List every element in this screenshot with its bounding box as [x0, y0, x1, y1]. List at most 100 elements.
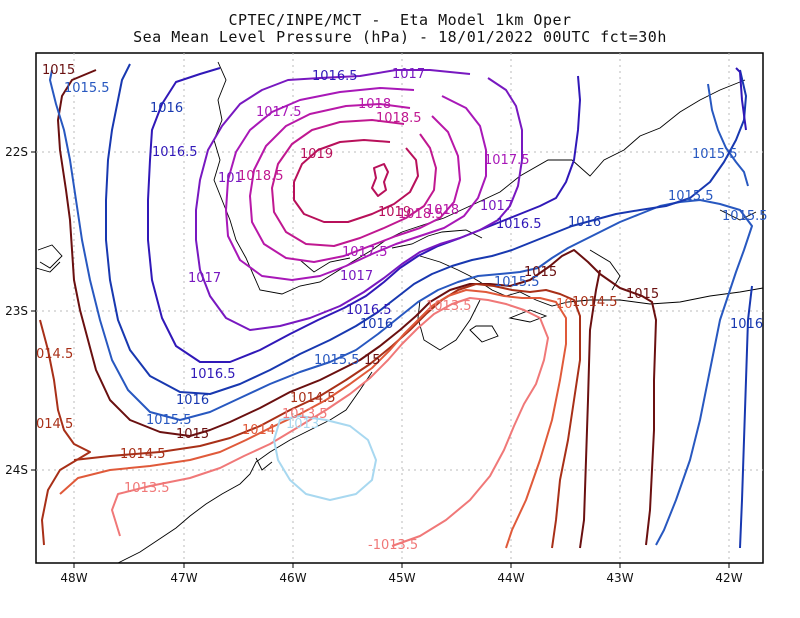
- grid-lines: [36, 53, 763, 563]
- isobar-1013-bubble: [273, 415, 377, 501]
- isobars: [39, 63, 753, 549]
- x-tick-label: 47W: [170, 571, 197, 585]
- isobar-1018-5: [271, 119, 437, 247]
- title-line-2: Sea Mean Level Pressure (hPa) - 18/01/20…: [133, 28, 667, 46]
- isobar-label: 1016: [360, 317, 393, 332]
- isobar-1016-east: [739, 285, 753, 549]
- coastline: [35, 61, 764, 564]
- isobar-label: 1016: [730, 317, 763, 332]
- isobar-1018: [249, 103, 461, 263]
- river-inland: [299, 257, 351, 273]
- isobar-label: 1014.5: [290, 391, 336, 406]
- isobar-1016: [105, 63, 747, 395]
- x-tick-label: 43W: [606, 571, 633, 585]
- isobar-label: 1018.5: [376, 111, 422, 126]
- state-border-north: [213, 61, 746, 295]
- y-tick-label: 23S: [5, 304, 28, 318]
- inland-border: [391, 229, 483, 249]
- isobar-label: -1013.5: [368, 538, 418, 553]
- isobar-label: 1015.5: [494, 275, 540, 290]
- y-tick-label: 22S: [5, 145, 28, 159]
- isobar-label: 1013.5: [124, 481, 170, 496]
- isobar-1019: [293, 139, 419, 223]
- isobar-label: 1013.5: [426, 299, 472, 314]
- coast-sp-inlet: [255, 457, 273, 471]
- isobar-label: 1015.5: [314, 353, 360, 368]
- isobar-1015-5: [49, 69, 753, 546]
- isobar-label: 1016: [568, 215, 601, 230]
- isobar-label: 1013: [286, 417, 319, 432]
- isobar-label: 1015.5: [692, 147, 738, 162]
- isobar-label: 1017: [340, 269, 373, 284]
- isobar-label: 1018: [358, 97, 391, 112]
- isobar-label: 1015.5: [64, 81, 110, 96]
- isobar-label: 1015: [524, 265, 557, 280]
- isobar-label: 1014: [242, 423, 275, 438]
- coast-west-fragment: [37, 244, 63, 269]
- isobar-labels: 1015 1015.5 1016 1016.5 1017 1017 1017.5…: [36, 63, 768, 553]
- isobar-1014: [59, 289, 567, 549]
- isobar-1017-5: [225, 87, 487, 281]
- isobar-label: 1015: [42, 63, 75, 78]
- chart-title: CPTEC/INPE/MCT - Eta Model 1km Oper Sea …: [0, 12, 800, 46]
- isobar-label: 1016: [176, 393, 209, 408]
- isobar-label: 1019: [300, 147, 333, 162]
- coast-sao-paulo: [117, 371, 373, 564]
- coast-bay: [417, 299, 481, 351]
- isobar-label: 014.5: [36, 417, 73, 432]
- isobar-label: 1016.5: [496, 217, 542, 232]
- isobar-label: 1017: [188, 271, 221, 286]
- title-line-1: CPTEC/INPE/MCT - Eta Model 1km Oper: [228, 11, 572, 29]
- isobar-1015-west: [57, 69, 657, 546]
- x-tick-label: 42W: [715, 571, 742, 585]
- x-axis-labels: 48W 47W 46W 45W 44W 43W 42W: [60, 571, 742, 585]
- coast-far-east: [719, 209, 757, 221]
- isobar-label: 1018: [426, 203, 459, 218]
- island: [469, 325, 499, 343]
- x-tick-label: 44W: [497, 571, 524, 585]
- coast-south-rio: [419, 255, 764, 307]
- isobar-label: 1017: [480, 199, 513, 214]
- isobar-label: 014.5: [36, 347, 73, 362]
- isobar-label: 1017.5: [256, 105, 302, 120]
- isobar-label: 10: [556, 297, 573, 312]
- isobar-label: 1016: [150, 101, 183, 116]
- y-tick-label: 24S: [5, 463, 28, 477]
- isobar-label: 1016.5: [346, 303, 392, 318]
- isobar-1017: [195, 69, 523, 331]
- isobar-label: 101: [218, 171, 243, 186]
- isobar-1014-5-west: [39, 319, 91, 546]
- isobar-label: 1018.5: [238, 169, 284, 184]
- isobar-label: 1016.5: [312, 69, 358, 84]
- isobar-label: 1015: [626, 287, 659, 302]
- isobar-label: 1015: [176, 427, 209, 442]
- tick-marks: [31, 151, 730, 568]
- x-tick-label: 46W: [279, 571, 306, 585]
- isobar-1014-5-main: [73, 283, 581, 549]
- isobar-label: 1019: [378, 205, 411, 220]
- x-tick-label: 45W: [388, 571, 415, 585]
- isobar-1017-east-spur: [735, 67, 747, 131]
- isobar-label: 1015.5: [668, 189, 714, 204]
- x-tick-label: 48W: [60, 571, 87, 585]
- isobar-label: 1015.5: [146, 413, 192, 428]
- isobar-label: 15: [364, 353, 381, 368]
- isobar-label: 1016.5: [152, 145, 198, 160]
- isobar-label: 1018.5: [398, 207, 444, 222]
- isobar-label: 1017.5: [484, 153, 530, 168]
- isobar-1013-5-main: [111, 297, 549, 547]
- isobar-label: 1017: [392, 67, 425, 82]
- isobar-label: 1014.5: [120, 447, 166, 462]
- isobar-label: 1013.5: [282, 407, 328, 422]
- coast-east-lagoon: [589, 249, 621, 291]
- isobar-1015-east: [579, 269, 601, 549]
- isobar-label: 1016.5: [190, 367, 236, 382]
- isobar-1019-core: [371, 163, 389, 197]
- island-2: [508, 309, 548, 323]
- coast-west-fragment-2: [35, 261, 61, 273]
- isobar-label: 1015.5: [722, 209, 768, 224]
- isobar-label: 1014.5: [572, 295, 618, 310]
- isobar-label: 1017.5: [342, 245, 388, 260]
- isobar-1015-5-east: [707, 83, 749, 187]
